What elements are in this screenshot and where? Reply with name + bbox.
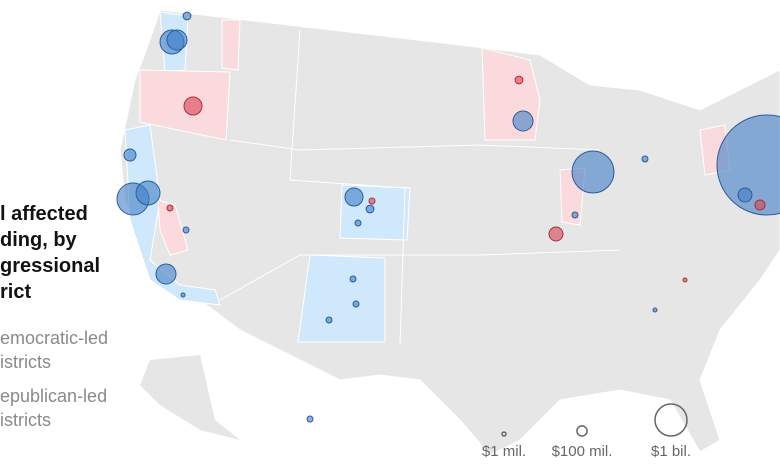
district-bubble (306, 415, 314, 423)
size-legend-label: $1 mil. (482, 443, 526, 460)
district-bubble (716, 114, 780, 216)
dem-region (124, 124, 221, 306)
district-bubble (571, 150, 615, 194)
title-line: gressional (0, 255, 100, 277)
district-bubble (641, 155, 649, 163)
size-legend-circle (501, 431, 507, 437)
district-bubble (344, 187, 364, 207)
district-bubble (354, 219, 362, 227)
dem-region (297, 254, 386, 343)
alaska (140, 355, 240, 440)
size-legend-circle (576, 425, 588, 437)
district-bubble (182, 11, 192, 21)
title-line: rict (0, 281, 31, 303)
district-bubble (737, 187, 753, 203)
district-bubble (135, 180, 161, 206)
rep-region (157, 199, 189, 256)
district-bubble (352, 300, 360, 308)
state-border (229, 139, 601, 151)
district-bubble (183, 96, 203, 116)
legend-label: epublican-led (0, 386, 107, 406)
basemap (119, 9, 780, 456)
district-bubble (182, 226, 190, 234)
district-bubble (180, 292, 186, 298)
state-border (289, 29, 406, 346)
legend-label: istricts (0, 410, 51, 430)
district-bubble (166, 204, 174, 212)
size-legend-label: $1 bil. (651, 443, 691, 460)
district-bubble (548, 226, 564, 242)
size-legend-label: $100 mil. (552, 443, 613, 460)
district-bubble (155, 263, 177, 285)
district-bubble (571, 211, 579, 219)
legend-backdrop (0, 190, 115, 430)
district-bubble (682, 277, 688, 283)
district-bubble (123, 148, 137, 162)
district-bubble (166, 29, 188, 51)
district-bubble (325, 316, 333, 324)
state-border (219, 249, 621, 301)
district-bubble (754, 199, 766, 211)
bubbles (116, 11, 780, 423)
size-legend-circle (654, 403, 688, 437)
district-bubble (514, 75, 524, 85)
title-line: l affected (0, 203, 88, 225)
rep-region (221, 19, 241, 71)
district-bubble (349, 275, 357, 283)
size-legend: $1 mil. $100 mil. $1 bil. (482, 403, 691, 460)
legend-label: emocratic-led (0, 328, 108, 348)
district-bubble (512, 110, 534, 132)
legend-label: istricts (0, 352, 51, 372)
district-bubble (368, 197, 376, 205)
title-line: ding, by (0, 229, 78, 251)
district-bubble (652, 307, 658, 313)
district-bubble (365, 204, 375, 214)
